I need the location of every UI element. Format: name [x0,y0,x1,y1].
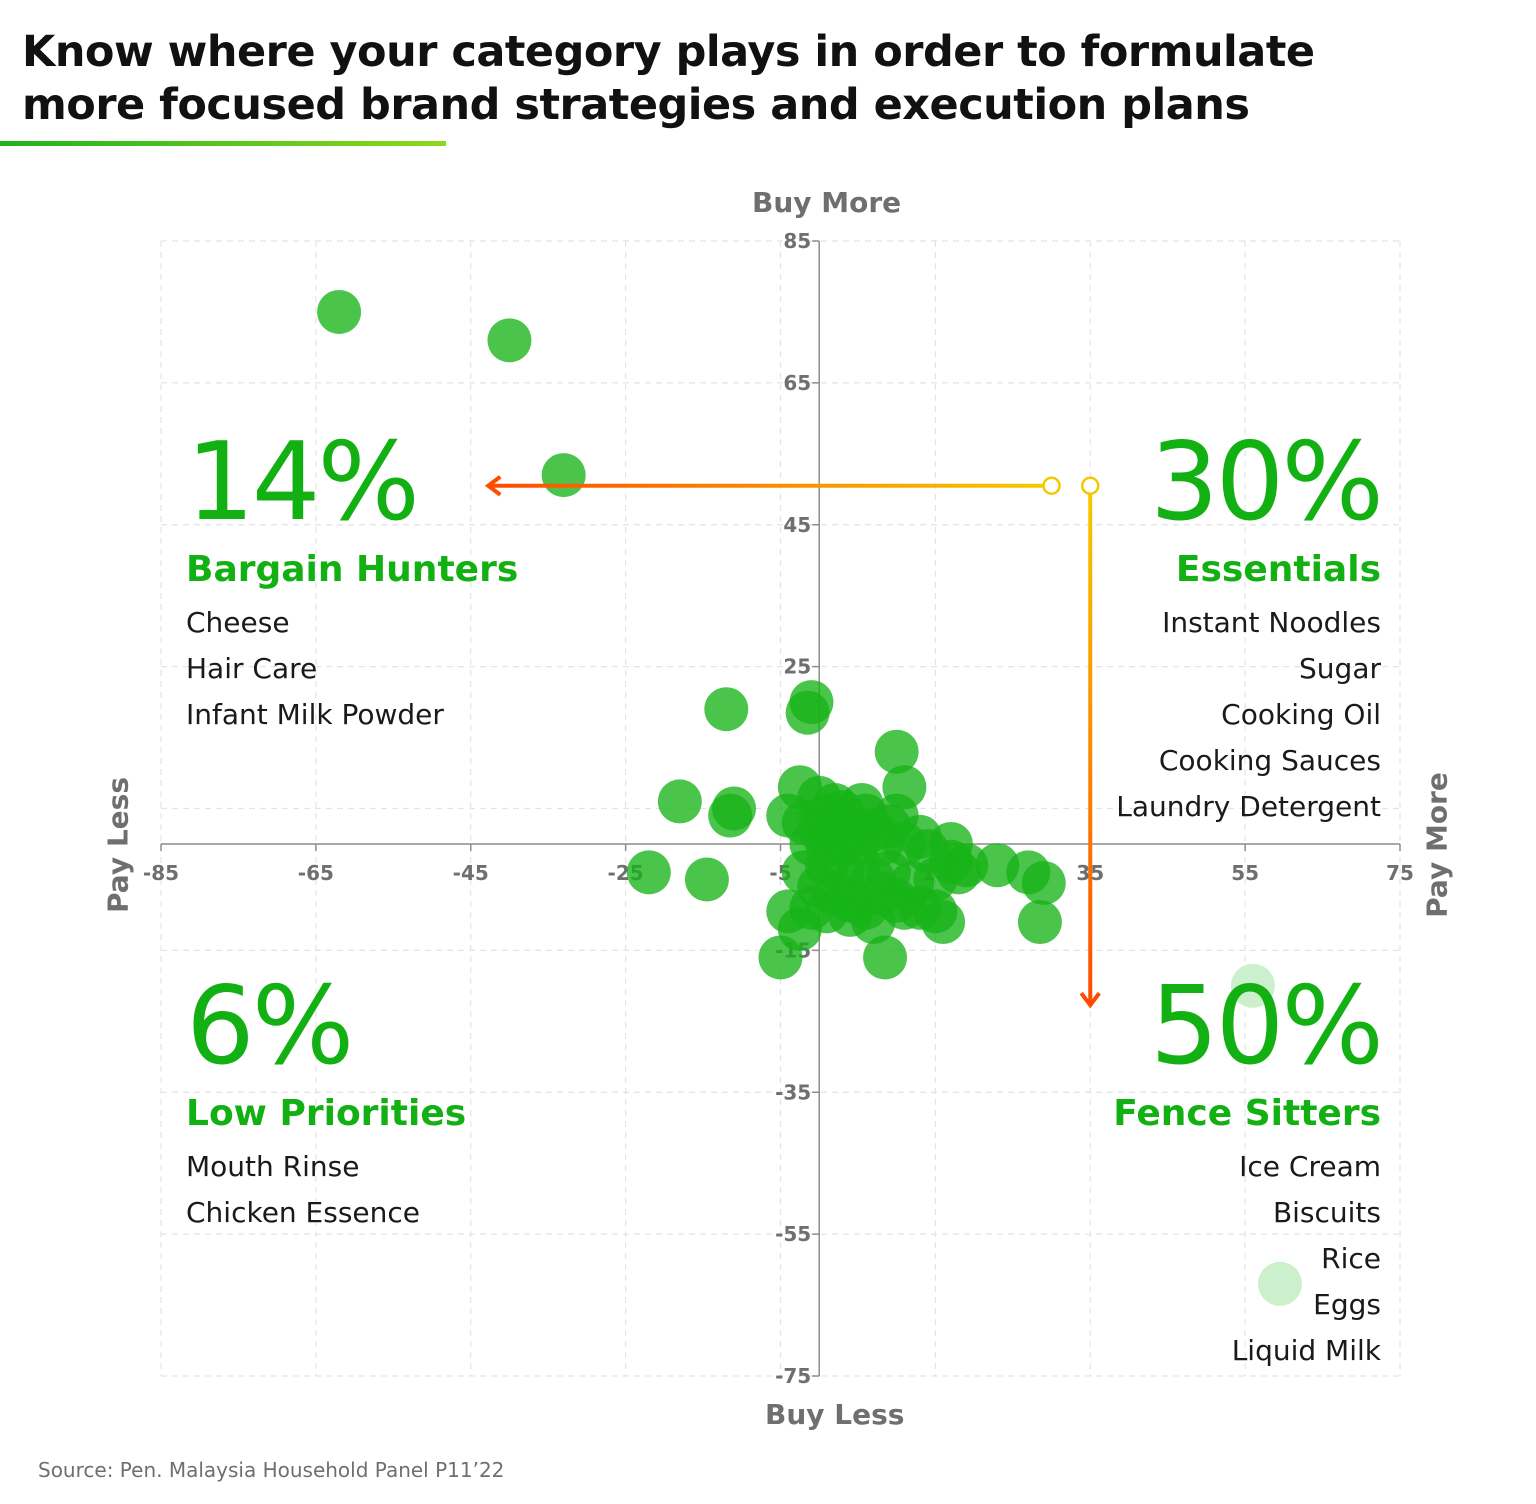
quadrant-fence-sitters: 50% Fence Sitters Ice Cream Biscuits Ric… [1113,964,1384,1374]
x-tick-label: -65 [298,861,334,885]
data-point [936,850,981,895]
data-point [863,935,908,980]
data-point [882,885,927,930]
category-item: Instant Noodles [1162,606,1381,639]
arrow-origin-marker [1042,476,1061,495]
arrow-head-down [1079,991,1101,1009]
data-point [704,687,749,732]
data-point [487,318,532,363]
category-item: Liquid Milk [1231,1334,1381,1367]
data-point [541,453,586,498]
data-point [1021,860,1066,905]
axis-label-pay-less: Pay Less [101,777,135,913]
data-point [708,793,753,838]
category-item: Ice Cream [1239,1150,1381,1183]
arrow-origin-marker [1081,476,1100,495]
category-item: Infant Milk Powder [186,698,444,731]
data-point [921,900,966,944]
data-point [785,690,830,735]
axis-label-buy-more: Buy More [752,186,902,219]
arrow-shaft-left [490,483,1044,488]
category-item: Hair Care [186,652,318,685]
quadrant-name: Fence Sitters [1113,1093,1381,1134]
quadrant-percentage: 14% [186,420,420,545]
title-underline [0,141,446,146]
chart-points [317,289,1302,1306]
faded-data-point [1257,1261,1302,1306]
quadrant-name: Bargain Hunters [186,549,519,590]
data-point [317,289,362,334]
data-point [1017,900,1062,944]
category-item: Rice [1321,1242,1381,1275]
page-title-line-1: Know where your category plays in order … [22,27,1315,77]
category-item: Eggs [1313,1288,1381,1321]
x-tick-label: 55 [1231,861,1259,885]
arrow-shaft-down [1088,493,1093,1004]
y-tick-label: 65 [783,371,811,395]
y-tick-label: 45 [783,513,811,537]
faded-data-point [1230,963,1275,1008]
y-tick-label: -75 [775,1364,811,1388]
source-note: Source: Pen. Malaysia Household Panel P1… [38,1458,505,1482]
quadrant-percentage: 6% [186,964,354,1089]
quadrant-low-priorities: 6% Low Priorities Mouth Rinse Chicken Es… [186,972,466,1236]
y-tick-label: -55 [775,1222,811,1246]
y-tick-label: 85 [783,229,811,253]
data-point [874,729,919,774]
category-item: Biscuits [1272,1196,1381,1229]
axis-label-buy-less: Buy Less [765,1398,905,1431]
x-tick-label: -85 [143,861,179,885]
data-point [657,779,702,824]
quadrant-percentage: 50% [1149,964,1384,1089]
category-item: Laundry Detergent [1116,790,1381,823]
arrow-head-left [484,475,502,497]
quadrant-name: Essentials [1175,549,1381,590]
category-item: Mouth Rinse [186,1150,360,1183]
axis-label-pay-more: Pay More [1420,772,1454,918]
x-tick-label: -45 [453,861,489,885]
category-item: Cheese [186,606,290,639]
page-title-line-2: more focused brand strategies and execut… [22,80,1250,130]
page-title: Know where your category plays in order … [22,26,1502,132]
data-point [684,857,729,902]
x-tick-label: 75 [1386,861,1414,885]
chart-arrows [484,475,1101,1009]
y-tick-label: -35 [775,1080,811,1104]
category-item: Cooking Sauces [1158,744,1381,777]
quadrant-bargain-hunters: 14% Bargain Hunters Cheese Hair Care Inf… [186,428,518,738]
data-point [758,935,803,980]
category-item: Sugar [1299,652,1381,685]
y-tick-label: 25 [783,655,811,679]
category-item: Cooking Oil [1221,698,1381,731]
data-point [626,850,671,895]
category-item: Chicken Essence [186,1196,421,1229]
quadrant-percentage: 30% [1149,420,1384,545]
quadrant-name: Low Priorities [186,1093,467,1134]
quadrant-essentials: 30% Essentials Instant Noodles Sugar Coo… [1116,420,1384,830]
